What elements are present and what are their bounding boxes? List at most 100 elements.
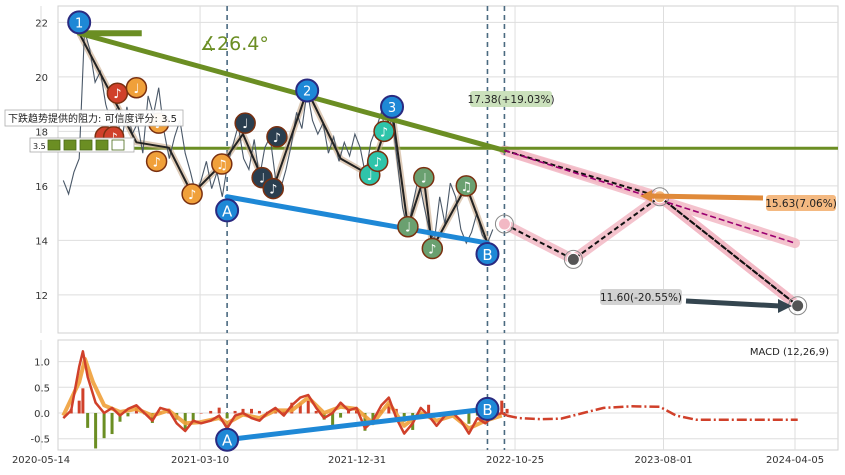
wave-note-glyph: ♫ bbox=[460, 180, 472, 195]
macd-histogram-bar bbox=[306, 400, 310, 414]
resistance-note: 下跌趋势提供的阻力: 可信度评分: 3.5 bbox=[8, 112, 177, 125]
wave-note-marker bbox=[234, 112, 256, 134]
price-y-tick-label: 18 bbox=[35, 127, 48, 138]
macd-histogram-bar bbox=[241, 408, 245, 414]
rating-star-box bbox=[79, 139, 93, 151]
wave-note-glyph: ♪ bbox=[152, 155, 160, 170]
macd-histogram-bar bbox=[209, 410, 213, 414]
x-axis: 2020-05-14 2021-03-10 2021-12-31 2022-10-25… bbox=[12, 455, 824, 466]
mid-target-label-bg bbox=[766, 195, 836, 211]
x-tick-label: 2024-04-05 bbox=[766, 455, 824, 466]
macd-histogram-bar bbox=[191, 412, 195, 422]
mid-target-arrow bbox=[649, 193, 764, 201]
wave-note-glyph: ♪ bbox=[113, 87, 121, 102]
wave-number-label: 3 bbox=[388, 101, 396, 116]
price-y-tick-label: 14 bbox=[35, 236, 48, 247]
macd-histogram-bar bbox=[150, 412, 154, 423]
macd-histogram-bar bbox=[298, 402, 302, 414]
resistance-trend-line bbox=[76, 30, 507, 153]
wave-note-glyph: ♪ bbox=[269, 183, 277, 198]
macd-histogram-bar bbox=[347, 410, 351, 414]
wave-note-glyph: ♪ bbox=[428, 243, 436, 258]
x-tick-label: 2021-03-10 bbox=[171, 455, 229, 466]
wave-note-glyph: ♩ bbox=[421, 172, 427, 187]
wave-note-glyph: ♩ bbox=[367, 169, 373, 184]
wave-note-marker bbox=[421, 237, 444, 260]
macd-histogram-bar bbox=[94, 412, 98, 449]
upper-target-label-bg bbox=[470, 91, 552, 107]
macd-wave-marker bbox=[475, 396, 500, 421]
macd-histogram-bar bbox=[110, 412, 114, 435]
target-point bbox=[791, 299, 805, 313]
price-y-tick-label: 12 bbox=[35, 291, 48, 302]
wave-note-marker bbox=[262, 177, 284, 200]
wave-letter-marker bbox=[215, 198, 240, 223]
rating-star-box bbox=[111, 139, 125, 151]
macd-histogram-bar bbox=[225, 412, 229, 419]
wave-note-glyph: ♪ bbox=[273, 131, 281, 146]
rating-value: 3.5 bbox=[33, 142, 46, 151]
wave-note-marker bbox=[211, 153, 233, 175]
macd-y-tick-label: 1.0 bbox=[34, 358, 50, 369]
low-target-arrowhead bbox=[778, 299, 792, 313]
wave-number-marker bbox=[295, 78, 320, 103]
target-ring bbox=[563, 249, 583, 269]
wave-note-glyph: ♩ bbox=[133, 82, 139, 97]
x-tick-label: 2023-08-01 bbox=[634, 455, 692, 466]
wave-number-label: 1 bbox=[75, 16, 83, 31]
target-point bbox=[566, 252, 580, 266]
wave-number-marker bbox=[67, 10, 92, 35]
target-ring bbox=[494, 214, 514, 234]
macd-histogram-bar bbox=[217, 407, 221, 414]
macd-histogram-bar bbox=[102, 412, 106, 439]
macd-histogram-bar bbox=[250, 408, 254, 414]
macd-histogram-bar bbox=[505, 408, 509, 414]
macd-wave-label: B bbox=[482, 401, 492, 419]
macd-histogram-bar bbox=[500, 400, 504, 414]
x-tick-label: 2020-05-14 bbox=[12, 455, 70, 466]
macd-histogram-bar bbox=[233, 410, 237, 414]
macd-y-tick-label: 0.0 bbox=[34, 409, 50, 420]
macd-histogram-bar bbox=[126, 412, 130, 417]
price-panel-frame bbox=[57, 5, 839, 334]
rating-star-box bbox=[47, 139, 61, 151]
macd-main-line bbox=[62, 350, 508, 435]
wave-note-marker bbox=[266, 126, 288, 148]
resistance-extension-line bbox=[504, 149, 796, 244]
mid-target-label: 15.63(7.06%) bbox=[765, 198, 837, 210]
upper-target-label: 17.38(+19.03%) bbox=[467, 94, 554, 106]
wave-note-marker bbox=[145, 150, 168, 173]
macd-histogram-bar bbox=[314, 410, 318, 414]
x-tick-label: 2021-12-31 bbox=[328, 455, 386, 466]
wave-note-marker bbox=[366, 150, 389, 173]
low-target-arrow bbox=[685, 298, 781, 309]
wave-note-marker bbox=[181, 183, 203, 205]
price-y-tick-label: 22 bbox=[35, 18, 48, 29]
macd-histogram-bar bbox=[467, 412, 471, 424]
x-tick-label: 2022-10-25 bbox=[486, 455, 544, 466]
macd-histogram-bar bbox=[257, 410, 261, 414]
price-y-tick-label: 16 bbox=[35, 182, 48, 193]
resistance-note-bg bbox=[4, 109, 184, 127]
macd-panel: -0.5 0.0 0.5 1.0 A B MACD (12,26,9) bbox=[30, 339, 839, 452]
low-target-label: 11.60(-20.55%) bbox=[600, 292, 682, 304]
macd-title: MACD (12,26,9) bbox=[750, 347, 829, 358]
wave-note-marker bbox=[413, 166, 435, 189]
wave-note-glyph: ♪ bbox=[188, 188, 196, 203]
macd-histogram-bar bbox=[331, 412, 335, 426]
target-point bbox=[497, 217, 511, 231]
wave-note-glyph: ♩ bbox=[405, 221, 411, 236]
rating-star-box bbox=[63, 139, 77, 151]
mid-target-arrowhead bbox=[640, 190, 652, 202]
macd-y-tick-label: 0.5 bbox=[34, 383, 50, 394]
macd-y-tick-label: -0.5 bbox=[30, 435, 50, 446]
wave-number-label: 2 bbox=[303, 84, 311, 99]
wave-note-glyph: ♪ bbox=[374, 155, 382, 170]
wave-letter-label: B bbox=[482, 246, 492, 264]
macd-histogram-bar bbox=[199, 412, 203, 414]
wave-note-marker bbox=[397, 215, 419, 238]
macd-histogram-bar bbox=[77, 400, 81, 414]
rating-star-box bbox=[95, 139, 109, 151]
macd-histogram-bar bbox=[86, 412, 90, 428]
